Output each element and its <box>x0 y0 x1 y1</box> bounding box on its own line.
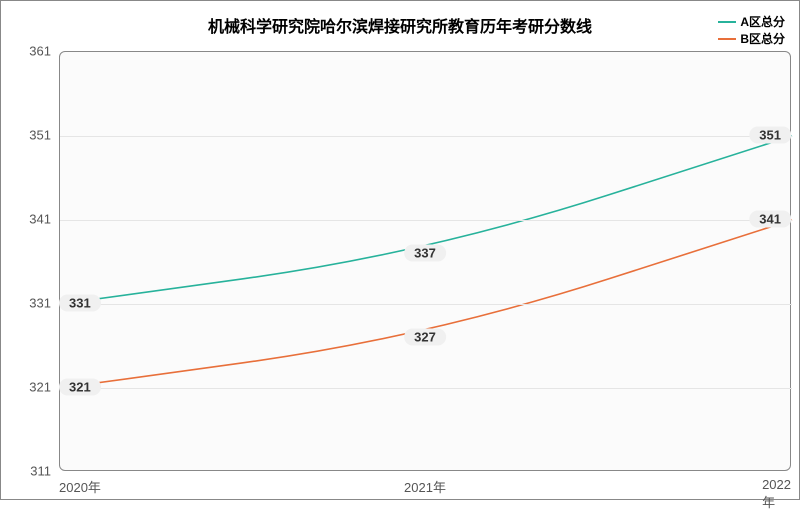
gridline-h <box>60 304 792 305</box>
x-tick-label: 2020年 <box>59 477 101 496</box>
gridline-h <box>60 388 792 389</box>
data-label: 331 <box>59 295 101 312</box>
data-label: 321 <box>59 379 101 396</box>
data-label: 327 <box>404 328 446 345</box>
y-tick-label: 321 <box>29 380 51 395</box>
gridline-h <box>60 220 792 221</box>
legend-label-b: B区总分 <box>740 30 785 47</box>
y-tick-label: 331 <box>29 296 51 311</box>
chart-container: 机械科学研究院哈尔滨焊接研究所教育历年考研分数线 A区总分 B区总分 311 32… <box>0 0 800 500</box>
data-label: 351 <box>749 127 791 144</box>
gridline-h <box>60 136 792 137</box>
legend: A区总分 B区总分 <box>718 13 785 47</box>
y-tick-label: 351 <box>29 128 51 143</box>
data-label: 341 <box>749 211 791 228</box>
y-tick-label: 341 <box>29 212 51 227</box>
chart-title: 机械科学研究院哈尔滨焊接研究所教育历年考研分数线 <box>208 13 592 37</box>
legend-label-a: A区总分 <box>740 13 785 30</box>
legend-item-a: A区总分 <box>718 13 785 30</box>
x-tick-label: 2022年 <box>762 477 791 511</box>
y-tick-label: 361 <box>29 44 51 59</box>
legend-swatch-a <box>718 21 736 23</box>
chart-lines <box>60 52 792 472</box>
x-tick-label: 2021年 <box>404 477 446 496</box>
legend-swatch-b <box>718 38 736 40</box>
data-label: 337 <box>404 244 446 261</box>
y-tick-label: 311 <box>30 464 51 479</box>
legend-item-b: B区总分 <box>718 30 785 47</box>
